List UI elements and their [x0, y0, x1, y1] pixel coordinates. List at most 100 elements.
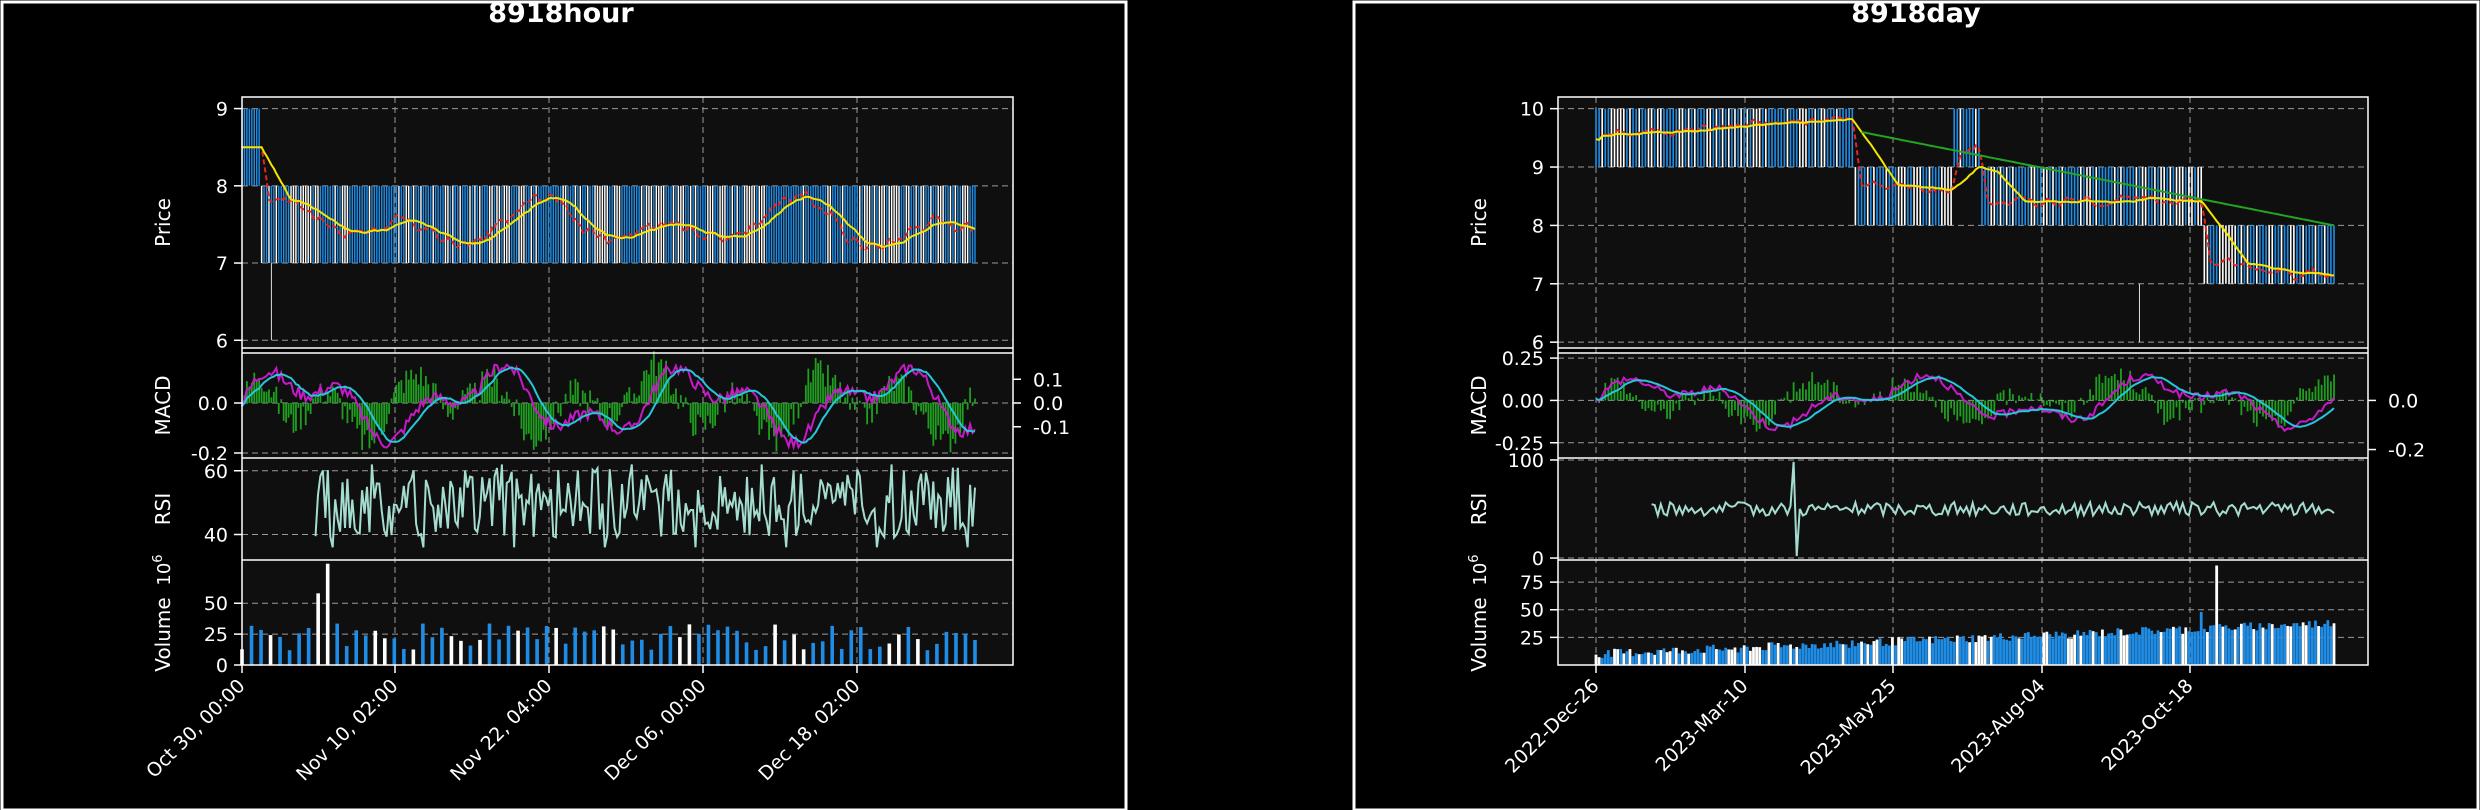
- down-candle: [1978, 108, 1980, 168]
- volume-bar: [1782, 645, 1786, 665]
- volume-bar: [906, 627, 911, 665]
- macd-hist-bar: [704, 403, 707, 430]
- macd-hist-bar: [2079, 397, 2082, 401]
- down-candle: [2212, 225, 2215, 284]
- volume-bar: [1801, 643, 1805, 665]
- volume-bar: [1813, 644, 1817, 665]
- down-candle: [1826, 108, 1829, 168]
- volume-bar: [2042, 632, 2046, 665]
- volume-bar: [1708, 646, 1712, 665]
- up-candle: [719, 185, 721, 264]
- macd-hist-bar: [557, 403, 560, 413]
- down-candle: [557, 185, 559, 264]
- down-candle: [388, 185, 390, 264]
- macd-hist-bar: [741, 390, 744, 403]
- volume-bar: [1816, 648, 1820, 665]
- volume-bar: [2026, 632, 2030, 665]
- macd-hist-bar: [371, 403, 373, 441]
- down-candle: [415, 185, 417, 264]
- macd-hist-bar: [1659, 400, 1662, 411]
- volume-bar: [1690, 652, 1694, 665]
- volume-bars: [1594, 565, 2336, 665]
- volume-bar: [1606, 650, 1610, 665]
- up-candle: [1947, 167, 1949, 226]
- macd-hist-bar: [2095, 376, 2098, 401]
- macd-hist-bar: [773, 403, 775, 437]
- volume-bar: [2014, 636, 2018, 665]
- volume-bar: [363, 635, 368, 665]
- volume-bar: [2175, 628, 2178, 665]
- macd-hist-bar: [2234, 398, 2237, 401]
- up-candle: [2079, 167, 2082, 226]
- down-candle: [1984, 167, 1986, 226]
- down-candle: [430, 185, 432, 264]
- up-candle: [1854, 167, 1857, 226]
- volume-bar: [1634, 653, 1638, 665]
- volume-bar: [2255, 630, 2259, 665]
- volume-bar: [2051, 638, 2055, 665]
- macd-hist-bar: [1752, 400, 1755, 425]
- macd-hist-bar: [1777, 399, 1780, 401]
- macd-hist-bar: [2107, 378, 2110, 401]
- volume-bar: [1903, 641, 1907, 665]
- macd-hist-bar: [701, 403, 704, 420]
- volume-bar: [1610, 656, 1613, 665]
- macd-hist-bar: [1761, 400, 1764, 415]
- down-candle: [542, 185, 545, 264]
- macd-hist-bar: [1616, 377, 1619, 401]
- macd-right-tick-label: 0.1: [1033, 369, 1063, 391]
- up-candle: [2178, 167, 2181, 226]
- volume-bar: [440, 627, 444, 665]
- macd-hist-bar: [552, 403, 555, 424]
- down-candle: [481, 185, 483, 264]
- down-candle: [1700, 108, 1702, 168]
- down-candle: [513, 185, 515, 264]
- down-candle: [1641, 108, 1644, 168]
- macd-hist-bar: [1814, 384, 1817, 401]
- rsi-axis-label: RSI: [151, 493, 175, 526]
- down-candle: [349, 185, 351, 264]
- macd-hist-bar: [2067, 400, 2070, 413]
- macd-hist-bar: [724, 403, 726, 413]
- volume-bar: [1702, 652, 1706, 665]
- macd-hist-bar: [510, 403, 513, 408]
- volume-bar: [1918, 641, 1922, 665]
- up-candle: [827, 185, 829, 264]
- volume-bar: [2131, 633, 2135, 665]
- macd-hist-bar: [572, 394, 574, 403]
- macd-hist-bar: [1826, 379, 1829, 401]
- down-candle: [263, 185, 265, 264]
- down-candle: [797, 185, 800, 264]
- volume-bar: [1860, 641, 1863, 665]
- up-candle: [290, 185, 292, 264]
- macd-hist-bar: [939, 403, 942, 440]
- down-candle: [1672, 108, 1674, 168]
- volume-bar: [582, 631, 587, 665]
- volume-axis-label: Volume: [151, 597, 175, 671]
- macd-hist-bar: [454, 403, 457, 409]
- up-candle: [616, 185, 618, 264]
- macd-hist-bar: [2098, 374, 2101, 401]
- volume-bar: [2178, 626, 2182, 665]
- macd-hist-bar: [1916, 378, 1919, 401]
- volume-bar: [2261, 627, 2265, 665]
- volume-bar: [1962, 636, 1965, 665]
- up-candle: [721, 185, 724, 264]
- down-candle: [525, 185, 528, 264]
- macd-hist-bar: [925, 403, 927, 413]
- volume-bar: [954, 632, 958, 665]
- down-candle: [861, 185, 863, 264]
- macd-hist-bar: [1993, 400, 1996, 415]
- macd-hist-bar: [841, 402, 844, 403]
- down-candle: [1962, 108, 1965, 168]
- down-candle: [2243, 225, 2246, 284]
- volume-bar: [1674, 647, 1678, 665]
- volume-bar: [2323, 623, 2327, 665]
- volume-panel-bg: [242, 560, 1013, 665]
- macd-hist-bar: [1795, 391, 1798, 401]
- volume-bar: [1789, 644, 1792, 665]
- volume-bar: [1823, 643, 1826, 665]
- down-candle: [792, 185, 795, 264]
- down-candle: [589, 185, 591, 264]
- macd-hist-bar: [574, 378, 577, 403]
